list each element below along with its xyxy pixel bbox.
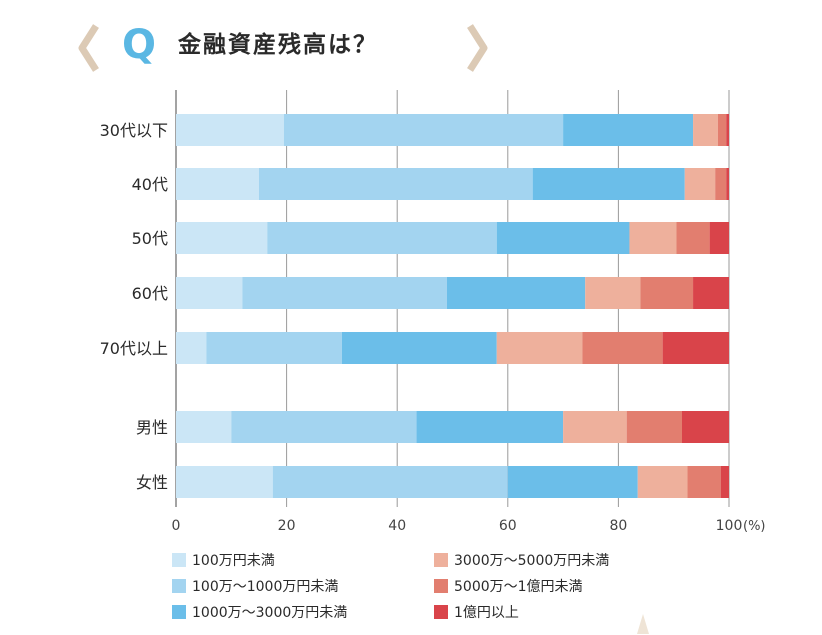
bar-segment: [637, 466, 688, 498]
bar-segment: [717, 114, 727, 146]
bar-segment: [681, 411, 729, 443]
legend-swatch: [434, 553, 448, 567]
right-bracket-icon: [467, 24, 488, 72]
x-tick-label: 100: [716, 518, 743, 534]
bar-segment: [640, 277, 694, 309]
legend-label: 100万～1000万円未満: [192, 579, 339, 595]
bar-segment: [662, 332, 729, 364]
corner-triangle-decoration: [637, 614, 649, 634]
legend-swatch: [172, 579, 186, 593]
title-text: 金融資産残高は？: [178, 32, 378, 58]
category-label: 30代以下: [100, 121, 168, 140]
legend-label: 1000万～3000万円未満: [192, 605, 348, 621]
bar-segment: [176, 277, 243, 309]
bar-segment: [176, 222, 268, 254]
bar-segment: [446, 277, 586, 309]
bar-segment: [687, 466, 721, 498]
category-label: 60代: [132, 284, 168, 303]
bar-segment: [496, 332, 583, 364]
legend-item: 1億円以上: [434, 601, 519, 623]
bar-segment: [267, 222, 497, 254]
bar-segment: [715, 168, 727, 200]
bar-segment: [272, 466, 508, 498]
bar-segment: [720, 466, 729, 498]
category-label: 50代: [132, 229, 168, 248]
bar-segment: [629, 222, 677, 254]
question-badge: Q: [122, 22, 157, 68]
legend-label: 100万円未満: [192, 553, 275, 569]
bar-segment: [496, 222, 630, 254]
bar-segment: [176, 466, 273, 498]
legend-item: 100万～1000万円未満: [172, 575, 338, 597]
legend-label: 1億円以上: [454, 605, 519, 621]
bar-segment: [283, 114, 564, 146]
legend-item: 1000万～3000万円未満: [172, 601, 347, 623]
bar-segment: [176, 332, 207, 364]
legend-item: 3000万～5000万円未満: [434, 549, 609, 571]
legend-label: 5000万～1億円未満: [454, 579, 583, 595]
left-bracket-icon: [78, 24, 99, 72]
bar-segment: [585, 277, 641, 309]
bar-segment: [258, 168, 533, 200]
bar-segment: [626, 411, 682, 443]
bar-segment: [242, 277, 447, 309]
bar-segment: [676, 222, 710, 254]
legend-swatch: [434, 579, 448, 593]
bar-segment: [726, 168, 729, 200]
bar-segment: [726, 114, 729, 146]
bar-segment: [176, 114, 284, 146]
category-label: 男性: [136, 418, 168, 437]
legend-item: 5000万～1億円未満: [434, 575, 583, 597]
legend-swatch: [434, 605, 448, 619]
legend: 100万円未満 100万～1000万円未満 1000万～3000万円未満 3000万～…: [172, 549, 732, 629]
x-tick-label: 40: [388, 518, 406, 534]
bar-segment: [582, 332, 663, 364]
bar-segment: [532, 168, 685, 200]
category-label: 70代以上: [100, 339, 168, 358]
x-unit-label: (%): [743, 519, 766, 534]
x-tick-label: 80: [609, 518, 627, 534]
legend-label: 3000万～5000万円未満: [454, 553, 610, 569]
bar-segment: [709, 222, 729, 254]
bar-segment: [693, 114, 718, 146]
category-label: 40代: [132, 175, 168, 194]
bar-segment: [507, 466, 638, 498]
bar-segment: [176, 411, 232, 443]
x-tick-label: 60: [499, 518, 517, 534]
bar-segment: [693, 277, 729, 309]
category-label: 女性: [136, 473, 168, 492]
legend-swatch: [172, 605, 186, 619]
legend-item: 100万円未満: [172, 549, 275, 571]
bar-segment: [563, 411, 627, 443]
bar-segment: [231, 411, 417, 443]
x-tick-label: 20: [278, 518, 296, 534]
chart-title: Q 金融資産残高は？: [70, 18, 490, 74]
bar-segment: [206, 332, 342, 364]
bar-segment: [684, 168, 716, 200]
bar-segment: [563, 114, 694, 146]
bar-segment: [341, 332, 497, 364]
bar-segment: [416, 411, 564, 443]
legend-swatch: [172, 553, 186, 567]
bar-segment: [176, 168, 259, 200]
x-tick-label: 0: [172, 518, 181, 534]
